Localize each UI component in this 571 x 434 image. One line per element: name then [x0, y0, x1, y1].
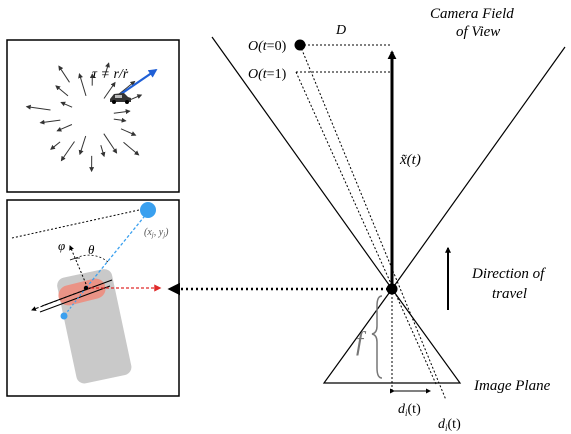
image-plane-label: Image Plane [473, 378, 551, 394]
flow-arrow [103, 62, 110, 78]
direction-line2: travel [492, 286, 527, 302]
blue-dashed-lower [63, 287, 87, 317]
xj-yj-label: (xj, yj) [144, 227, 169, 239]
flow-arrow [55, 85, 69, 97]
lower-blue-dot [60, 312, 68, 320]
theta-label: θ [88, 242, 95, 257]
image-plane-triangle [322, 287, 462, 384]
phi-label: φ [58, 238, 65, 253]
blue-dashed-line [85, 211, 149, 289]
robot-center [83, 285, 89, 291]
robot-panel: φ θ (xj, yj) [6, 199, 180, 397]
o-t1-label: O(t=1) [248, 67, 287, 82]
o-t0-point [294, 39, 306, 51]
focal-point [386, 283, 398, 295]
phi-arc [69, 257, 81, 261]
robot-red-marker [58, 278, 106, 306]
tau-field-panel: τ = r/ṙ [6, 39, 180, 193]
flow-arrow [113, 109, 131, 115]
blue-velocity-arrow [117, 69, 158, 97]
d-i-label-2: di(t) [438, 417, 461, 433]
target-blue-dot [140, 202, 156, 218]
flow-arrow [78, 73, 87, 97]
camera-fov-line2: of View [456, 24, 500, 40]
phi-arrow [69, 245, 87, 285]
f-label: f [356, 327, 367, 356]
robot-axis-2 [39, 285, 111, 313]
d-label: D [335, 23, 346, 38]
x-tilde-label: x̃(t) [399, 152, 421, 168]
tau-formula: τ = r/ṙ [92, 67, 129, 82]
flow-arrow [130, 94, 143, 101]
flow-arrow [103, 133, 118, 154]
f-brace [371, 295, 383, 379]
ray-from-o-t1 [295, 71, 437, 385]
theta-arc [75, 254, 109, 263]
fov-right-line [391, 46, 566, 290]
car-icon [110, 93, 131, 104]
radial-flow-arrows [25, 62, 143, 173]
camera-fov-line1: Camera Field [430, 6, 514, 22]
robot-heading-arrow [31, 287, 91, 311]
flow-arrow [58, 65, 70, 83]
camera-diagram [211, 36, 566, 401]
ray-from-o-t0 [299, 44, 447, 401]
flow-arrow [56, 124, 73, 132]
flow-arrow [100, 145, 106, 158]
flow-arrow [113, 117, 127, 123]
fov-left-line [211, 36, 393, 290]
flow-arrow [120, 128, 137, 136]
flow-arrow [123, 141, 140, 156]
flow-arrow [25, 104, 51, 111]
flow-arrow [60, 101, 73, 108]
flow-arrow [103, 81, 116, 99]
flow-arrow [39, 119, 61, 125]
robot-axis-1 [41, 279, 113, 307]
dotted-sight-line [11, 207, 149, 239]
flow-arrow [60, 141, 75, 162]
flow-arrow [50, 141, 61, 150]
o-t0-label: O(t=0) [248, 39, 287, 54]
direction-line1: Direction of [471, 266, 546, 282]
d-i-label-1: di(t) [398, 402, 421, 418]
flow-arrow [78, 135, 87, 156]
